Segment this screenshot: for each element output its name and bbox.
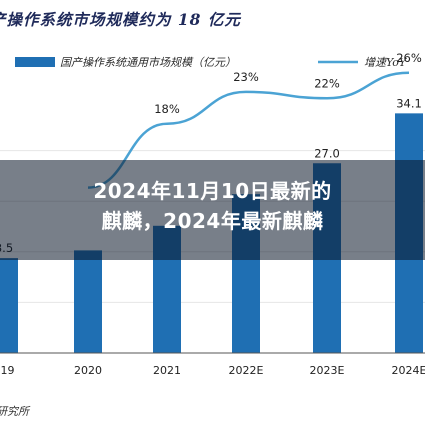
headline-line-2: 麒麟，2024年最新麒麟 — [101, 209, 324, 233]
growth-value-label: 22% — [314, 76, 340, 90]
x-tick-label: 2024E — [392, 364, 425, 377]
headline: 2024年11月10日最新的 麒麟，2024年最新麒麟 — [0, 176, 425, 236]
bar-2020 — [74, 250, 102, 353]
bar-2019 — [0, 258, 18, 353]
legend-label-bar: 国产操作系统通用市场规模（亿元） — [60, 56, 236, 69]
headline-line-1: 2024年11月10日最新的 — [93, 179, 332, 203]
headline-banner — [0, 160, 425, 260]
bar-value-label: 34.1 — [396, 96, 422, 110]
legend-label-line: 增速YoY — [364, 56, 408, 69]
growth-value-label: 26% — [396, 51, 422, 65]
source-note: 研究所 — [0, 405, 29, 418]
bar-value-label: 27.0 — [314, 146, 340, 160]
legend-swatch-bar — [15, 57, 55, 67]
growth-value-label: 23% — [233, 70, 259, 84]
growth-value-label: 18% — [154, 102, 180, 116]
x-tick-label: 019 — [0, 364, 15, 377]
legend: 国产操作系统通用市场规模（亿元） 增速YoY — [15, 56, 408, 69]
x-axis-ticks: 019 2020 2021 2022E 2023E 2024E — [0, 364, 425, 377]
growth-line — [87, 71, 410, 189]
x-tick-label: 2020 — [74, 364, 102, 377]
chart-title: 产操作系统市场规模约为 18 亿元 — [0, 10, 241, 29]
x-tick-label: 2023E — [310, 364, 345, 377]
x-tick-label: 2022E — [229, 364, 264, 377]
data-labels: 3.527.034.118%23%22%26% — [0, 51, 422, 255]
x-tick-label: 2021 — [153, 364, 181, 377]
